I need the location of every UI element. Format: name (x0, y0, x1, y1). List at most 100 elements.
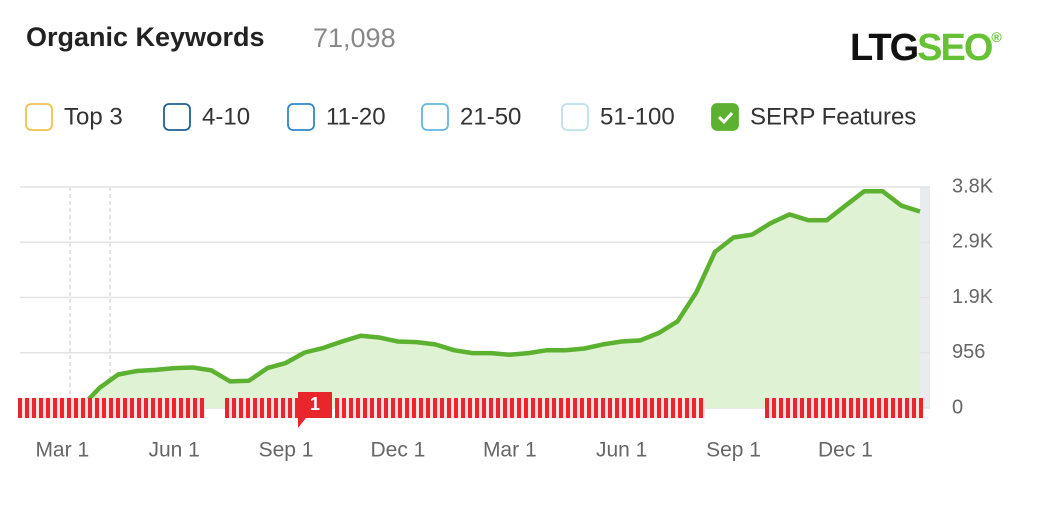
serp-flag (664, 398, 668, 418)
serp-flag (454, 398, 458, 418)
legend-item[interactable]: 11-20 (287, 103, 386, 131)
serp-flag (200, 398, 204, 418)
serp-flag (657, 398, 661, 418)
serp-flag (772, 398, 776, 418)
serp-flag (193, 398, 197, 418)
serp-flag (81, 398, 85, 418)
checkbox (163, 103, 191, 131)
annotation-flag (298, 392, 332, 428)
serp-flag (685, 398, 689, 418)
serp-flag (594, 398, 598, 418)
serp-flag (239, 398, 243, 418)
serp-flag (60, 398, 64, 418)
serp-flag (524, 398, 528, 418)
serp-flag (116, 398, 120, 418)
serp-flag (510, 398, 514, 418)
serp-flag (67, 398, 71, 418)
x-tick-label: Jun 1 (596, 439, 647, 462)
serp-flag (88, 398, 92, 418)
x-tick-label: Mar 1 (483, 439, 537, 462)
serp-flag (793, 398, 797, 418)
serp-flag (608, 398, 612, 418)
serp-flag (25, 398, 29, 418)
legend-label: 11-20 (326, 103, 386, 130)
serp-flag (496, 398, 500, 418)
legend-item[interactable]: 21-50 (421, 103, 521, 131)
serp-flag (398, 398, 402, 418)
x-tick-label: Mar 1 (35, 439, 89, 462)
legend-item[interactable]: 4-10 (163, 103, 250, 131)
serp-flag (158, 398, 162, 418)
legend-label: 4-10 (202, 103, 250, 130)
serp-flag (835, 398, 839, 418)
serp-flag (426, 398, 430, 418)
serp-flag (349, 398, 353, 418)
logo-accent: SEO (917, 27, 992, 69)
checkbox (711, 103, 739, 131)
legend-item[interactable]: 51-100 (561, 103, 675, 131)
serp-flag (440, 398, 444, 418)
serp-flag (489, 398, 493, 418)
checkbox (421, 103, 449, 131)
serp-flag (419, 398, 423, 418)
serp-flag (870, 398, 874, 418)
serp-flag (821, 398, 825, 418)
x-tick-label: Dec 1 (818, 439, 873, 462)
legend-item[interactable]: Top 3 (25, 103, 123, 131)
serp-flag (95, 398, 99, 418)
serp-flag (552, 398, 556, 418)
checkmark (717, 112, 734, 125)
serp-flag (573, 398, 577, 418)
logo: LTGSEO® (850, 27, 1002, 69)
line (25, 189, 921, 411)
serp-flag (580, 398, 584, 418)
serp-flag (531, 398, 535, 418)
area-fill (25, 191, 920, 408)
serp-flag (807, 398, 811, 418)
checkbox (287, 103, 315, 131)
serp-flag (842, 398, 846, 418)
serp-flag (179, 398, 183, 418)
serp-flag (391, 398, 395, 418)
serp-flag (912, 398, 916, 418)
serp-flag (39, 398, 43, 418)
serp-flag (172, 398, 176, 418)
serp-flag (699, 398, 703, 418)
serp-flag (384, 398, 388, 418)
serp-flag (891, 398, 895, 418)
serp-flag (109, 398, 113, 418)
serp-flag (468, 398, 472, 418)
legend-label: 21-50 (460, 103, 521, 130)
checkbox (561, 103, 589, 131)
serp-flag (650, 398, 654, 418)
serp-flag (412, 398, 416, 418)
serp-flag (587, 398, 591, 418)
serp-flag (538, 398, 542, 418)
serp-flag (849, 398, 853, 418)
serp-flag (186, 398, 190, 418)
serp-flag (281, 398, 285, 418)
serp-flag (828, 398, 832, 418)
serp-flag (335, 398, 339, 418)
serp-flag (905, 398, 909, 418)
serp-flag (225, 398, 229, 418)
serp-flag (863, 398, 867, 418)
serp-flag (678, 398, 682, 418)
serp-flag (636, 398, 640, 418)
serp-flag (370, 398, 374, 418)
serp-flag (877, 398, 881, 418)
serp-flag (295, 398, 299, 418)
serp-flag (342, 398, 346, 418)
serp-flag (671, 398, 675, 418)
serp-flag (856, 398, 860, 418)
y-tick-label: 0 (952, 396, 963, 418)
serp-flag (692, 398, 696, 418)
serp-flag (615, 398, 619, 418)
legend-item[interactable]: SERP Features (711, 103, 916, 131)
logo-text: LTG (850, 27, 918, 69)
chart-title: Organic Keywords (26, 22, 265, 52)
y-tick-label: 1.9K (952, 286, 994, 308)
x-tick-label: Sep 1 (706, 439, 761, 462)
serp-flag (482, 398, 486, 418)
serp-flag (102, 398, 106, 418)
